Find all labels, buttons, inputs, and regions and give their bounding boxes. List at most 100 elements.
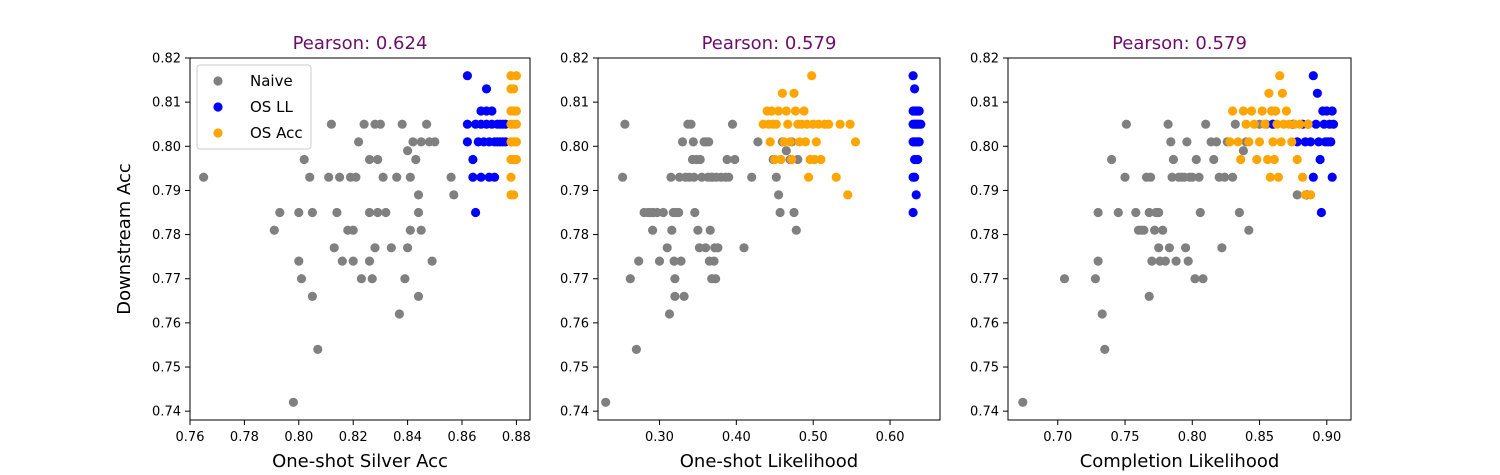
point-naive-7 [1100, 344, 1110, 354]
point-os-ll-2 [462, 119, 472, 129]
point-os-ll-23 [1327, 106, 1337, 116]
panel-title: Pearson: 0.624 [293, 33, 428, 54]
point-naive-28 [679, 291, 689, 301]
point-naive-38 [1182, 137, 1192, 147]
point-os-acc-19 [1269, 154, 1279, 165]
point-naive-56 [427, 256, 437, 266]
x-tick-label: 0.70 [1043, 430, 1072, 445]
point-os-acc-35 [831, 172, 841, 182]
point-naive-59 [722, 154, 732, 165]
series-os-acc [506, 71, 521, 200]
point-os-acc-33 [1298, 172, 1308, 182]
point-os-acc-16 [1265, 172, 1275, 182]
point-os-acc-9 [509, 84, 519, 94]
panel-title: Pearson: 0.579 [1112, 33, 1247, 54]
point-naive-21 [670, 274, 680, 284]
point-naive-30 [367, 274, 377, 284]
y-tick-label: 0.82 [560, 52, 589, 67]
y-tick-label: 0.78 [970, 228, 999, 243]
point-os-ll-13 [1315, 154, 1325, 165]
point-naive-4 [1093, 207, 1103, 218]
point-naive-1 [601, 397, 611, 407]
point-naive-17 [1144, 207, 1154, 218]
point-naive-29 [364, 256, 375, 266]
point-naive-1 [1018, 397, 1028, 407]
y-tick-label: 0.79 [152, 184, 181, 199]
y-tick-label: 0.74 [970, 405, 999, 420]
point-naive-56 [713, 243, 723, 253]
y-tick-label: 0.82 [970, 52, 999, 67]
point-naive-43 [701, 243, 711, 253]
point-naive-52 [416, 225, 426, 235]
point-naive-65 [753, 137, 763, 147]
point-naive-16 [664, 309, 675, 319]
x-tick-label: 0.60 [876, 430, 905, 445]
y-tick-label: 0.76 [560, 316, 589, 331]
chart-panel-2: 0.30 0.40 0.50 0.60 0.74 0.75 0.76 0.77 0.78 0.79… [560, 33, 941, 472]
x-tick-label: 0.75 [1111, 430, 1140, 445]
legend: Naive OS LL OS Acc [196, 64, 312, 150]
point-naive-29 [1164, 243, 1174, 253]
point-os-acc-13 [1260, 119, 1270, 129]
point-naive-58 [1238, 146, 1248, 156]
point-naive-64 [1292, 190, 1302, 200]
legend-marker-naive [213, 76, 223, 86]
point-naive-42 [400, 274, 410, 284]
point-naive-8 [1107, 154, 1117, 165]
point-os-acc-9 [774, 106, 784, 116]
point-naive-53 [1220, 172, 1230, 182]
point-os-acc-7 [506, 172, 516, 182]
series-naive [199, 119, 459, 407]
y-tick-label: 0.79 [970, 184, 999, 199]
point-os-acc-18 [790, 106, 801, 116]
point-naive-1 [199, 172, 209, 182]
point-naive-15 [662, 243, 672, 253]
y-tick-label: 0.77 [970, 272, 999, 287]
point-naive-62 [730, 154, 740, 165]
point-naive-37 [381, 207, 391, 218]
point-naive-9 [305, 172, 315, 182]
point-naive-11 [307, 291, 317, 301]
point-os-acc-31 [1292, 154, 1302, 165]
point-naive-41 [1187, 172, 1197, 182]
x-tick-label: 0.86 [448, 430, 477, 445]
point-naive-42 [1190, 274, 1200, 284]
point-naive-38 [693, 225, 703, 235]
point-naive-57 [430, 137, 440, 147]
point-os-acc-22 [799, 106, 809, 116]
y-tick-label: 0.76 [152, 316, 181, 331]
point-naive-38 [386, 243, 396, 253]
point-os-acc-11 [1254, 137, 1265, 147]
point-os-acc-14 [509, 190, 519, 200]
chart-panel-1: 0.76 0.78 0.80 0.82 0.84 0.86 0.88 0.74 0.75 0.76… [114, 33, 531, 472]
legend-marker-os-ll [213, 102, 223, 112]
y-tick-label: 0.81 [970, 96, 999, 111]
point-naive-3 [620, 119, 630, 129]
point-naive-49 [413, 190, 424, 200]
series-os-ll [462, 71, 511, 218]
point-os-acc-14 [1263, 154, 1273, 165]
point-os-acc-34 [824, 119, 834, 129]
y-axis-title: Downstream Acc [114, 163, 135, 315]
point-os-acc-37 [843, 190, 853, 200]
point-os-acc-25 [1277, 88, 1287, 98]
y-tick-label: 0.82 [152, 52, 181, 67]
point-os-acc-1 [1225, 137, 1235, 147]
point-naive-20 [1147, 256, 1157, 266]
point-naive-27 [1160, 256, 1170, 266]
x-tick-label: 0.50 [799, 430, 828, 445]
point-naive-44 [1194, 172, 1204, 182]
point-os-acc-18 [1268, 137, 1278, 147]
point-naive-45 [405, 172, 415, 182]
legend-marker-os-acc [213, 128, 223, 138]
point-os-acc-14 [783, 119, 793, 129]
point-naive-74 [789, 207, 799, 218]
point-os-ll-7 [910, 84, 920, 94]
point-naive-12 [313, 344, 323, 354]
point-naive-52 [1217, 243, 1227, 253]
x-tick-label: 0.76 [176, 430, 205, 445]
point-os-acc-6 [1241, 119, 1251, 129]
point-naive-31 [370, 243, 380, 253]
point-os-acc-29 [1287, 137, 1297, 147]
x-tick-label: 0.88 [502, 430, 531, 445]
